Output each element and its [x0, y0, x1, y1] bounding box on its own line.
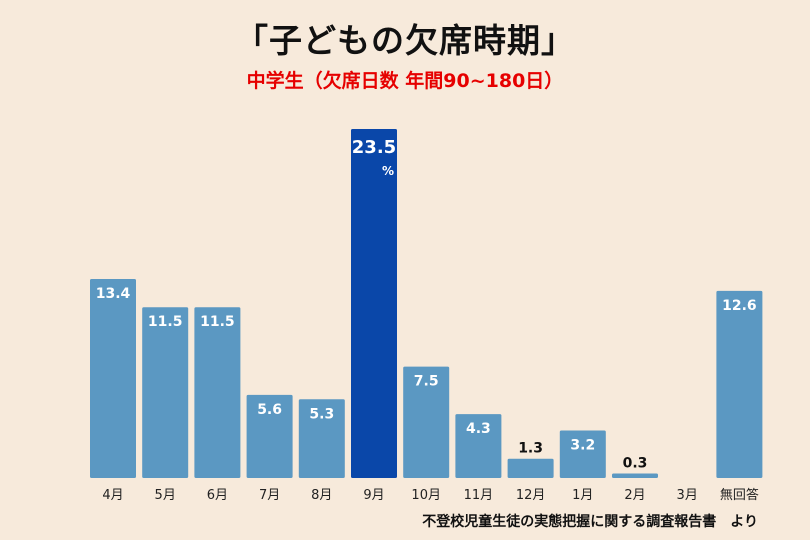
x-tick-label: 6月 — [207, 488, 228, 503]
bar-8 — [507, 458, 554, 478]
x-tick-label: 8月 — [311, 488, 332, 503]
bar-value-label: 5.6 — [257, 402, 282, 418]
bar-value-label: 4.3 — [466, 421, 491, 437]
bar-value-label: 1.3 — [518, 441, 543, 457]
bar-12 — [716, 290, 763, 478]
x-tick-label: 12月 — [516, 488, 546, 503]
bar-value-label: 0.3 — [623, 456, 648, 472]
x-tick-label: 11月 — [464, 488, 494, 503]
bar-0 — [90, 278, 136, 478]
x-tick-label: 3月 — [677, 488, 698, 503]
x-tick-label: 9月 — [363, 488, 384, 503]
bar-7 — [455, 414, 502, 478]
x-tick-label: 5月 — [155, 488, 176, 503]
bar-3 — [246, 394, 293, 478]
bar-9 — [559, 430, 606, 478]
bar-value-label: 12.6 — [722, 298, 757, 314]
x-tick-label: 10月 — [411, 488, 441, 503]
x-tick-label: 1月 — [572, 488, 593, 503]
bar-value-label: 11.5 — [200, 314, 235, 330]
bar-value-label: 11.5 — [148, 314, 183, 330]
chart-subtitle: 中学生（欠席日数 年間90~180日） — [246, 70, 564, 92]
bar-2 — [194, 307, 241, 478]
x-tick-label: 2月 — [624, 488, 645, 503]
bar-value-label: 13.4 — [96, 286, 131, 302]
bar-5 — [351, 129, 397, 478]
chart-title: 「子どもの欠席時期」 — [235, 21, 575, 60]
source-note: 不登校児童生徒の実態把握に関する調査報告書 より — [422, 514, 758, 530]
bar-1 — [142, 307, 189, 478]
bar-unit-label: % — [382, 164, 394, 178]
bar-value-label: 5.3 — [309, 406, 334, 422]
bar-10 — [612, 473, 658, 478]
x-tick-label: 7月 — [259, 488, 280, 503]
x-tick-label: 4月 — [102, 488, 123, 503]
bar-6 — [403, 366, 450, 478]
bar-value-label: 3.2 — [570, 437, 595, 453]
bar-value-label: 23.5 — [352, 137, 396, 158]
bar-value-label: 7.5 — [414, 374, 439, 390]
bar-4 — [298, 399, 345, 478]
x-tick-label: 無回答 — [720, 487, 759, 503]
